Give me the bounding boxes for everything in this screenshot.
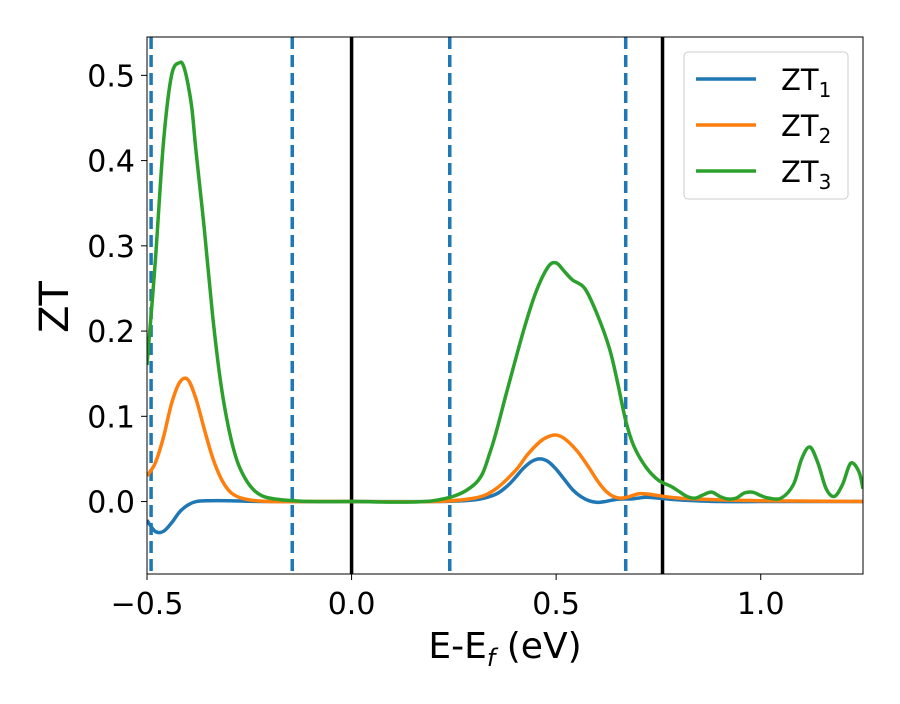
- x-tick-label: 0.5: [532, 587, 580, 622]
- legend-label: ZT3: [781, 155, 831, 194]
- y-tick-label: 0.0: [87, 486, 135, 521]
- legend-entry-zt1: ZT1: [696, 63, 831, 102]
- legend-box: [683, 51, 849, 200]
- legend-label-main: ZT: [781, 109, 819, 143]
- y-tick-label: 0.1: [87, 400, 135, 435]
- legend-label: ZT1: [781, 63, 831, 102]
- x-axis-label: E-Ef (eV): [428, 626, 581, 672]
- y-tick-label: 0.5: [87, 59, 135, 94]
- legend-entry-zt3: ZT3: [696, 155, 831, 194]
- series-line-zt2: [147, 376, 863, 504]
- y-axis-label: ZT: [32, 281, 78, 333]
- x-tick-label: 1.0: [737, 587, 785, 622]
- plot-frame: [146, 36, 864, 575]
- x-tick-label: 0.0: [328, 587, 376, 622]
- legend-label-main: ZT: [781, 155, 819, 189]
- y-tick-label: 0.3: [87, 230, 135, 265]
- series-line-zt1: [147, 457, 863, 535]
- legend-label-subscript: 3: [819, 170, 832, 194]
- legend-entry-zt2: ZT2: [696, 109, 831, 148]
- y-tick-label: 0.4: [87, 145, 135, 180]
- legend-label-subscript: 2: [819, 124, 832, 148]
- x-tick-label: −0.5: [111, 587, 184, 622]
- legend-label-main: ZT: [781, 63, 819, 97]
- y-tick-label: 0.2: [87, 315, 135, 350]
- x-axis-label-unit: (eV): [495, 626, 581, 667]
- legend-label: ZT2: [781, 109, 831, 148]
- legend-label-subscript: 1: [819, 78, 832, 102]
- series-line-zt3: [147, 60, 863, 504]
- x-axis-label-main: E-E: [428, 626, 486, 667]
